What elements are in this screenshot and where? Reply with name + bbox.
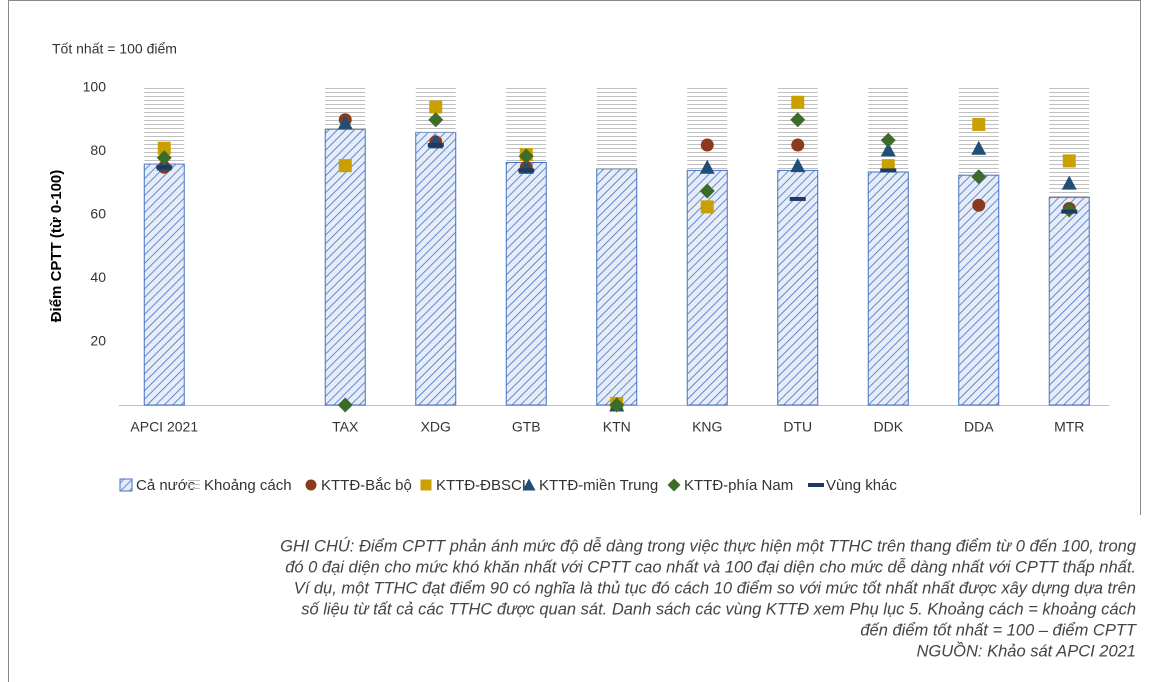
x-tick-label: TAX bbox=[332, 419, 359, 435]
marker bbox=[157, 141, 171, 155]
legend-label: KTTĐ-Bắc bộ bbox=[321, 477, 412, 494]
marker bbox=[700, 200, 714, 214]
marker bbox=[429, 100, 443, 114]
marker bbox=[1062, 154, 1076, 168]
marker bbox=[791, 95, 805, 109]
bar bbox=[415, 131, 457, 406]
legend-swatch bbox=[119, 478, 133, 492]
marker bbox=[522, 478, 536, 491]
bar bbox=[324, 128, 366, 406]
legend-label: KTTĐ-phía Nam bbox=[684, 477, 793, 494]
legend-label: Khoảng cách bbox=[204, 477, 292, 494]
marker bbox=[790, 158, 806, 173]
source: NGUỒN: Khảo sát APCI 2021 bbox=[917, 641, 1137, 660]
y-tick-label: 60 bbox=[90, 206, 106, 222]
marker bbox=[1061, 175, 1077, 190]
legend-swatch bbox=[188, 479, 200, 491]
x-tick-label: APCI 2021 bbox=[130, 419, 198, 435]
marker bbox=[971, 169, 987, 185]
marker bbox=[420, 479, 432, 491]
x-tick-label: XDG bbox=[421, 419, 451, 435]
marker bbox=[880, 168, 897, 173]
marker bbox=[880, 142, 896, 157]
marker bbox=[700, 138, 714, 152]
annotation: Tốt nhất = 100 điểm bbox=[52, 41, 177, 57]
marker bbox=[305, 479, 317, 491]
x-tick-label: DTU bbox=[783, 419, 812, 435]
marker bbox=[156, 150, 172, 166]
marker bbox=[789, 196, 806, 201]
note-line: số liệu từ tất cả các TTHC được quan sát… bbox=[301, 600, 1136, 618]
legend-swatch bbox=[420, 479, 432, 491]
x-tick-label: GTB bbox=[512, 419, 541, 435]
marker bbox=[337, 115, 353, 130]
marker bbox=[972, 117, 986, 131]
bar bbox=[867, 171, 909, 406]
marker bbox=[790, 112, 806, 128]
marker bbox=[428, 112, 444, 128]
bar bbox=[505, 161, 547, 406]
marker bbox=[337, 397, 353, 413]
marker bbox=[1061, 209, 1078, 214]
legend-swatch bbox=[522, 478, 536, 491]
y-tick-label: 100 bbox=[83, 79, 107, 95]
marker bbox=[609, 397, 625, 413]
legend-swatch bbox=[667, 478, 681, 492]
x-tick-label: MTR bbox=[1054, 419, 1084, 435]
note-line: Ví dụ, một TTHC đạt điểm 90 có nghĩa là … bbox=[294, 579, 1136, 597]
legend-swatch bbox=[808, 483, 824, 487]
y-tick-label: 80 bbox=[90, 142, 106, 158]
marker bbox=[972, 198, 986, 212]
bar bbox=[143, 163, 185, 406]
bar bbox=[1048, 196, 1090, 406]
x-tick-label: DDK bbox=[873, 419, 903, 435]
bar bbox=[868, 88, 909, 173]
note-line: đến điểm tốt nhất = 100 – điểm CPTT bbox=[860, 621, 1138, 639]
marker bbox=[880, 132, 896, 148]
y-axis-label: Điểm CPTT (từ 0-100) bbox=[48, 170, 65, 323]
marker bbox=[699, 159, 715, 174]
marker bbox=[427, 143, 444, 148]
y-tick-label: 20 bbox=[90, 332, 106, 348]
marker bbox=[791, 138, 805, 152]
marker bbox=[699, 183, 715, 199]
bar bbox=[596, 168, 638, 406]
bar bbox=[958, 88, 999, 176]
marker bbox=[667, 478, 681, 492]
marker bbox=[338, 159, 352, 173]
legend-label: Cả nước bbox=[136, 477, 196, 494]
legend-swatch bbox=[305, 479, 317, 491]
marker bbox=[156, 165, 173, 170]
legend-label: KTTĐ-ĐBSCL bbox=[436, 477, 530, 494]
y-tick-label: 40 bbox=[90, 269, 106, 285]
legend-label: KTTĐ-miền Trung bbox=[539, 477, 658, 494]
bar bbox=[687, 88, 728, 171]
x-tick-label: DDA bbox=[964, 419, 994, 435]
marker bbox=[518, 148, 534, 164]
marker bbox=[518, 168, 535, 173]
x-tick-label: KTN bbox=[603, 419, 631, 435]
marker bbox=[808, 483, 824, 487]
legend-label: Vùng khác bbox=[826, 477, 897, 494]
note-line: GHI CHÚ: Điểm CPTT phản ánh mức độ dễ dà… bbox=[280, 536, 1137, 555]
bar bbox=[958, 174, 1000, 406]
x-tick-label: KNG bbox=[692, 419, 722, 435]
marker bbox=[971, 140, 987, 155]
bar bbox=[777, 169, 819, 406]
note-line: đó 0 đại diện cho mức khó khăn nhất với … bbox=[285, 557, 1136, 576]
bar bbox=[596, 88, 637, 169]
